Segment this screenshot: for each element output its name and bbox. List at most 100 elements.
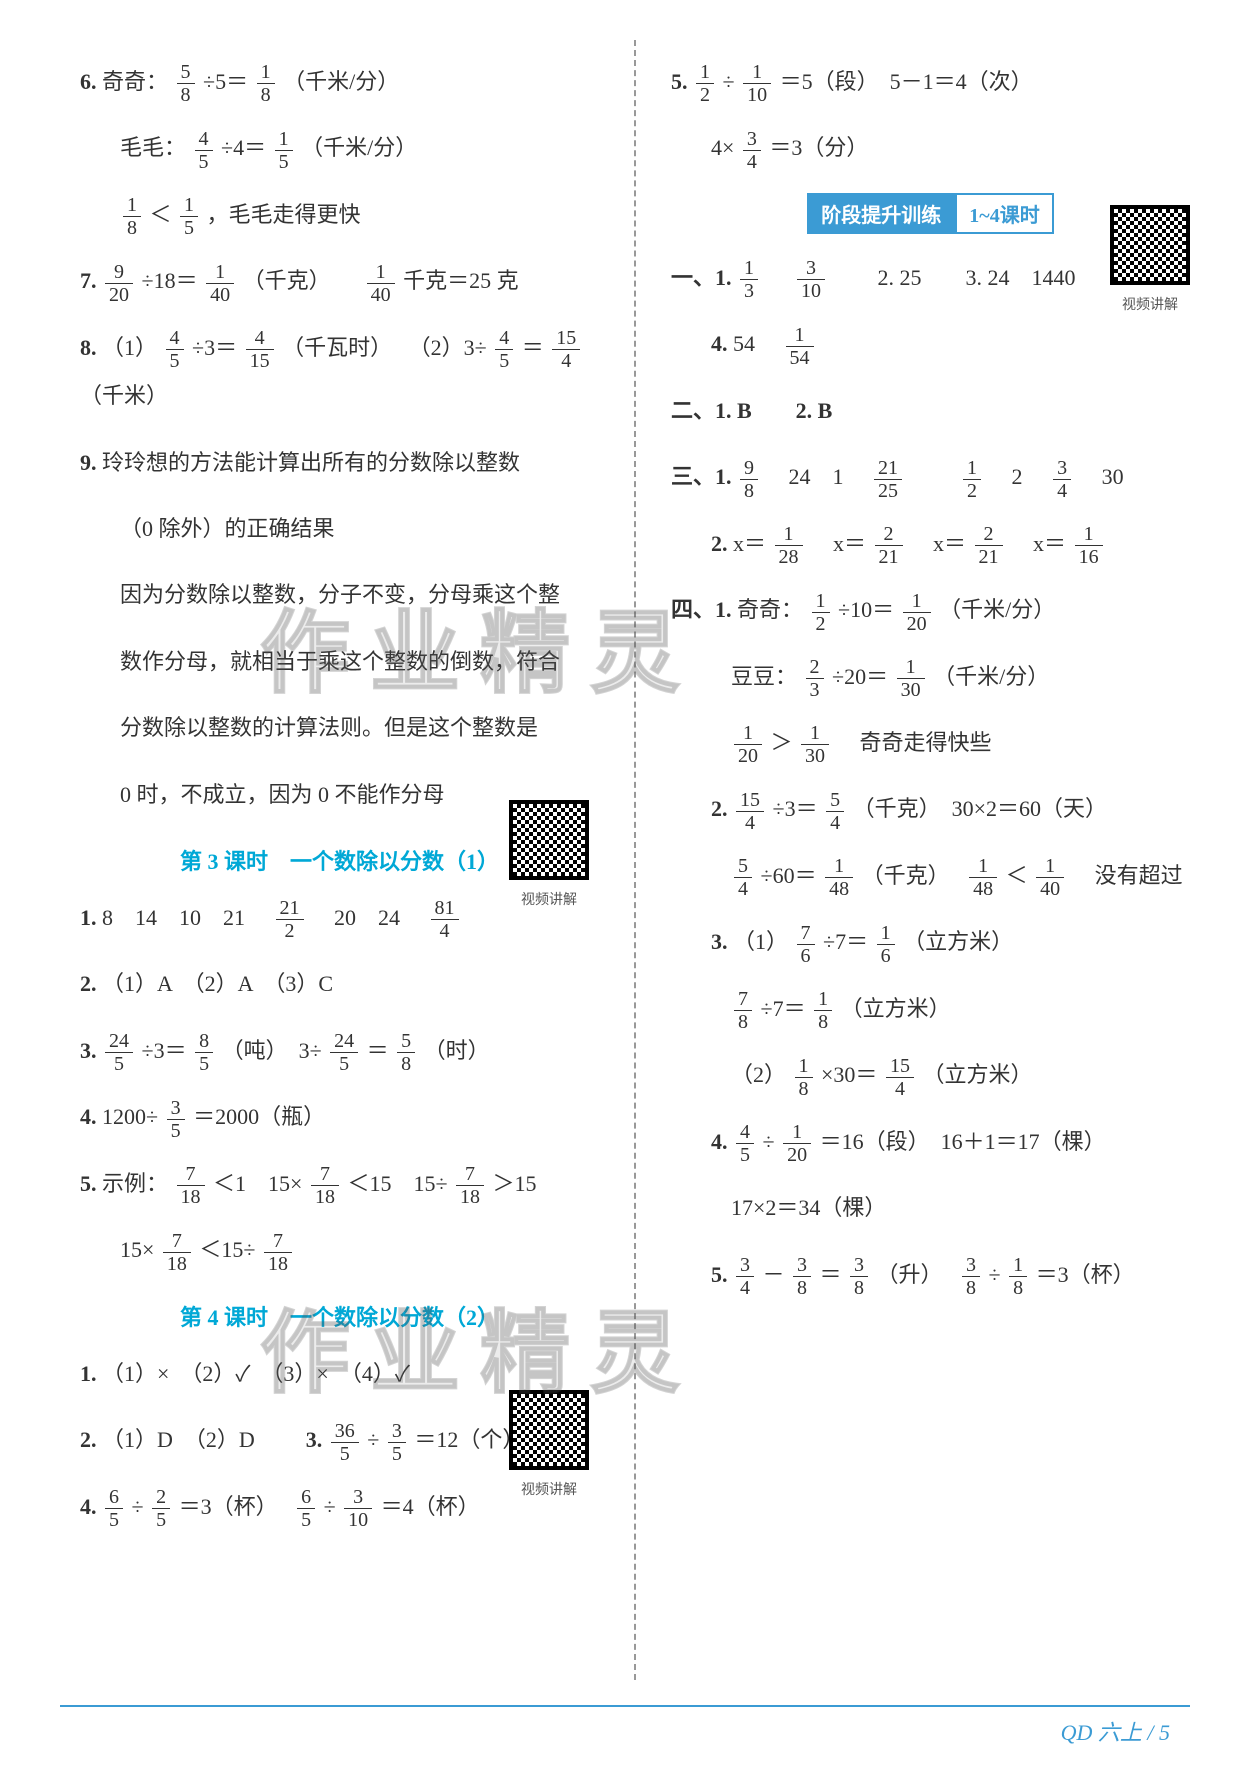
fraction: 140 xyxy=(367,261,395,306)
num-label: 8. xyxy=(80,335,97,360)
tail: （立方米） xyxy=(922,1062,1032,1087)
tail: ＝12（个） xyxy=(414,1427,524,1452)
fraction: 78 xyxy=(734,988,752,1033)
num-label: 2. xyxy=(80,971,97,996)
num-label: 5. xyxy=(671,69,688,94)
num-label: 2. xyxy=(711,531,728,556)
r2: ＝4（杯） xyxy=(381,1494,480,1519)
op: ÷ xyxy=(763,1129,775,1154)
fraction: 98 xyxy=(740,457,758,502)
problem-9b: （0 除外）的正确结果 xyxy=(80,505,599,553)
cn-num: 四、1. xyxy=(671,597,732,622)
page: 6. 奇奇： 58 ÷5＝ 18 （千米/分） 毛毛： 45 ÷4＝ 15 （千… xyxy=(80,40,1190,1680)
qr-icon xyxy=(509,800,589,880)
unit: （千米） xyxy=(80,383,168,408)
fraction: 2125 xyxy=(874,457,902,502)
fraction: 245 xyxy=(105,1030,133,1075)
c: x＝ xyxy=(1011,531,1066,556)
r: ＝16（段） 16＋1＝17（棵） xyxy=(820,1129,1106,1154)
problem-9d: 数作分母，就相当于乘这个整数的倒数，符合 xyxy=(80,638,599,686)
num-label: 9. xyxy=(80,450,97,475)
problem-8: 8. （1） 45 ÷3＝ 415 （千瓦时） （2）3÷ 45 ＝ 154 （… xyxy=(80,324,599,421)
op: ÷7＝ xyxy=(761,996,806,1021)
text: 毛毛： xyxy=(120,135,186,160)
y4-2a: 2. 154 ÷3＝ 54 （千克） 30×2＝60（天） xyxy=(671,785,1190,833)
text: （1）D （2）D xyxy=(102,1427,255,1452)
op: ÷10＝ xyxy=(838,597,894,622)
fraction: 54 xyxy=(826,789,844,834)
unit: （千米/分） xyxy=(283,69,399,94)
left-column: 6. 奇奇： 58 ÷5＝ 18 （千米/分） 毛毛： 45 ÷4＝ 15 （千… xyxy=(80,40,599,1680)
y2: 二、1. B 2. B xyxy=(671,387,1190,435)
fraction: 45 xyxy=(166,327,184,372)
a: 24 1 xyxy=(767,464,866,489)
problem-6c: 18 ＜ 15 ，毛毛走得更快 xyxy=(80,191,599,239)
num-label: 1. xyxy=(80,905,97,930)
mid: 20 24 xyxy=(312,905,422,930)
text: （2）3÷ xyxy=(398,335,487,360)
fraction: 12 xyxy=(963,457,981,502)
r-p5b: 4× 34 ＝3（分） xyxy=(671,124,1190,172)
a: x＝ xyxy=(811,531,866,556)
fraction: 18 xyxy=(1009,1254,1027,1299)
fraction: 45 xyxy=(495,327,513,372)
text: 二、1. B 2. B xyxy=(671,398,832,423)
qr-icon xyxy=(509,1390,589,1470)
fraction: 245 xyxy=(330,1030,358,1075)
fraction: 128 xyxy=(775,523,803,568)
fraction: 35 xyxy=(388,1420,406,1465)
u1: （升） xyxy=(877,1262,954,1287)
op: ÷3＝ xyxy=(142,1038,187,1063)
badge-left: 阶段提升训练 xyxy=(807,193,955,234)
qr-caption: 视频讲解 xyxy=(509,889,589,909)
cn-num: 一、1. xyxy=(671,265,732,290)
right-column: 5. 12 ÷ 110 ＝5（段） 5－1＝4（次） 4× 34 ＝3（分） 阶… xyxy=(671,40,1190,1680)
num-label: 6. xyxy=(80,69,97,94)
u: （千克） 30×2＝60（天） xyxy=(853,796,1107,821)
r: ＝3（杯） xyxy=(1036,1262,1135,1287)
label: 豆豆： xyxy=(731,664,797,689)
op: ÷7＝ xyxy=(823,929,868,954)
text: ，毛毛走得更快 xyxy=(207,202,361,227)
r: ＝5（段） 5－1＝4（次） xyxy=(780,69,1033,94)
text: 玲玲想的方法能计算出所有的分数除以整数 xyxy=(102,450,520,475)
fraction: 116 xyxy=(1075,523,1103,568)
fraction: 18 xyxy=(257,61,275,106)
pre: （2） xyxy=(731,1062,786,1087)
tail: （千米/分） xyxy=(933,664,1049,689)
num-label: 4. xyxy=(711,331,728,356)
fraction: 25 xyxy=(152,1486,170,1531)
fraction: 54 xyxy=(734,855,752,900)
fraction: 58 xyxy=(177,61,195,106)
num-label: 2. xyxy=(80,1427,97,1452)
text: （1）× （2）✓ （3）× （4）✓ xyxy=(102,1361,410,1386)
qr-block-3: 视频讲解 xyxy=(1110,205,1190,314)
fraction: 23 xyxy=(806,656,824,701)
tail: 没有超过 xyxy=(1073,863,1183,888)
badge-right: 1~4课时 xyxy=(955,193,1053,234)
fraction: 130 xyxy=(897,656,925,701)
b xyxy=(911,464,955,489)
num-label: 2. xyxy=(711,796,728,821)
pre: 15× xyxy=(120,1237,154,1262)
unit: （时） xyxy=(424,1038,490,1063)
fraction: 718 xyxy=(177,1163,205,1208)
fraction: 718 xyxy=(456,1163,484,1208)
fraction: 140 xyxy=(206,261,234,306)
op: ÷18＝ xyxy=(142,268,198,293)
s3-p5b: 15× 718 ＜15÷ 718 xyxy=(80,1226,599,1274)
fraction: 221 xyxy=(975,523,1003,568)
op: ÷3＝ xyxy=(773,796,818,821)
y4-5: 5. 34 － 38 ＝ 38 （升） 38 ÷ 18 ＝3（杯） xyxy=(671,1251,1190,1299)
op: ÷ xyxy=(367,1427,379,1452)
sp xyxy=(336,268,358,293)
fraction: 212 xyxy=(276,897,304,942)
fraction: 65 xyxy=(297,1486,315,1531)
y4b: 豆豆： 23 ÷20＝ 130 （千米/分） xyxy=(671,653,1190,701)
fraction: 38 xyxy=(962,1254,980,1299)
fraction: 221 xyxy=(875,523,903,568)
unit: （吨） 3÷ xyxy=(222,1038,322,1063)
text: （1）A （2）A （3）C xyxy=(102,971,333,996)
label: 奇奇： xyxy=(737,597,803,622)
r-p5a: 5. 12 ÷ 110 ＝5（段） 5－1＝4（次） xyxy=(671,58,1190,106)
